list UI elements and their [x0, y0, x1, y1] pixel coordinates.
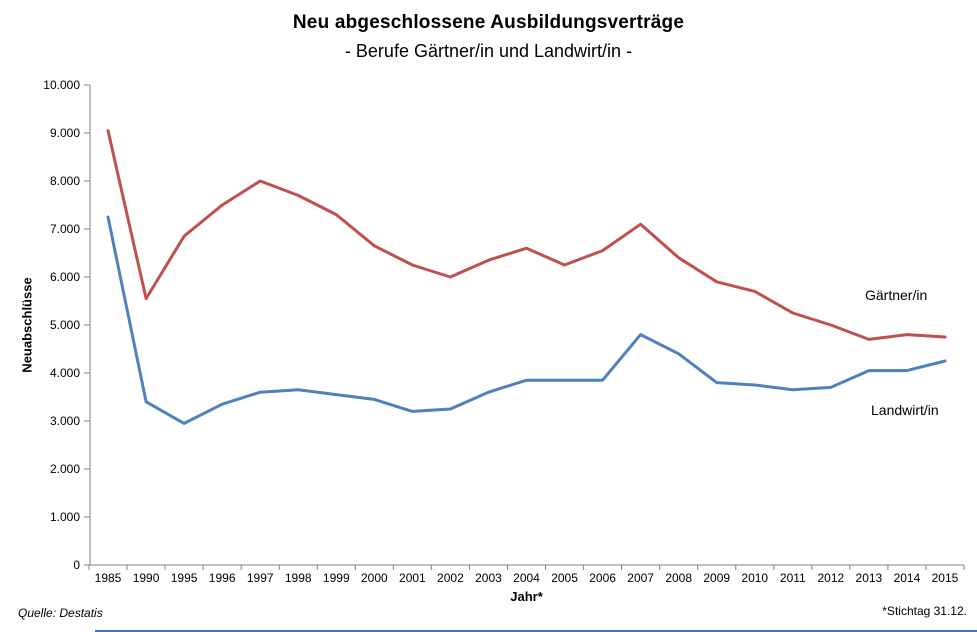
landwirt-series-label: Landwirt/in — [871, 402, 939, 418]
x-tick-label: 2004 — [513, 571, 540, 585]
x-tick-label: 2001 — [399, 571, 426, 585]
stichtag-note: *Stichtag 31.12. — [882, 604, 967, 618]
bottom-border-line — [95, 630, 977, 632]
x-tick-label: 2003 — [475, 571, 502, 585]
x-tick-label: 2010 — [741, 571, 768, 585]
y-tick-label: 0 — [73, 558, 80, 572]
y-tick-label: 8.000 — [50, 174, 80, 188]
landwirt-line — [106, 215, 947, 425]
y-tick-label: 4.000 — [50, 366, 80, 380]
x-tick-label: 2015 — [932, 571, 959, 585]
x-tick-label: 2012 — [817, 571, 844, 585]
y-tick-label: 6.000 — [50, 270, 80, 284]
x-tick-label: 1997 — [247, 571, 274, 585]
x-axis-title: Jahr* — [510, 589, 543, 604]
x-tick-label: 1996 — [209, 571, 236, 585]
x-tick-label: 2009 — [703, 571, 730, 585]
x-tick-label: 1995 — [171, 571, 198, 585]
x-tick-label: 2002 — [437, 571, 464, 585]
x-tick-label: 2005 — [551, 571, 578, 585]
chart-title: Neu abgeschlossene Ausbildungsverträge — [292, 12, 685, 33]
gaertner-series-label: Gärtner/in — [865, 287, 927, 303]
x-tick-label: 2011 — [780, 571, 806, 585]
y-tick-label: 9.000 — [50, 126, 80, 140]
y-tick-label: 7.000 — [50, 222, 80, 236]
y-tick-label: 3.000 — [50, 414, 80, 428]
y-tick-label: 2.000 — [50, 462, 80, 476]
x-tick-label: 1999 — [323, 571, 350, 585]
x-tick-label: 2014 — [894, 571, 921, 585]
x-tick-label: 2007 — [627, 571, 654, 585]
x-tick-label: 2000 — [361, 571, 388, 585]
x-tick-label: 1985 — [95, 571, 122, 585]
y-tick-label: 5.000 — [50, 318, 80, 332]
source-note: Quelle: Destatis — [18, 606, 103, 620]
x-tick-label: 1998 — [285, 571, 312, 585]
gaertner-line — [106, 129, 947, 341]
x-tick-label: 1990 — [133, 571, 160, 585]
x-tick-label: 2013 — [856, 571, 883, 585]
y-tick-label: 10.000 — [43, 78, 80, 92]
x-tick-label: 2006 — [589, 571, 616, 585]
y-tick-label: 1.000 — [50, 510, 80, 524]
chart-subtitle: - Berufe Gärtner/in und Landwirt/in - — [344, 41, 633, 61]
x-tick-label: 2008 — [665, 571, 692, 585]
